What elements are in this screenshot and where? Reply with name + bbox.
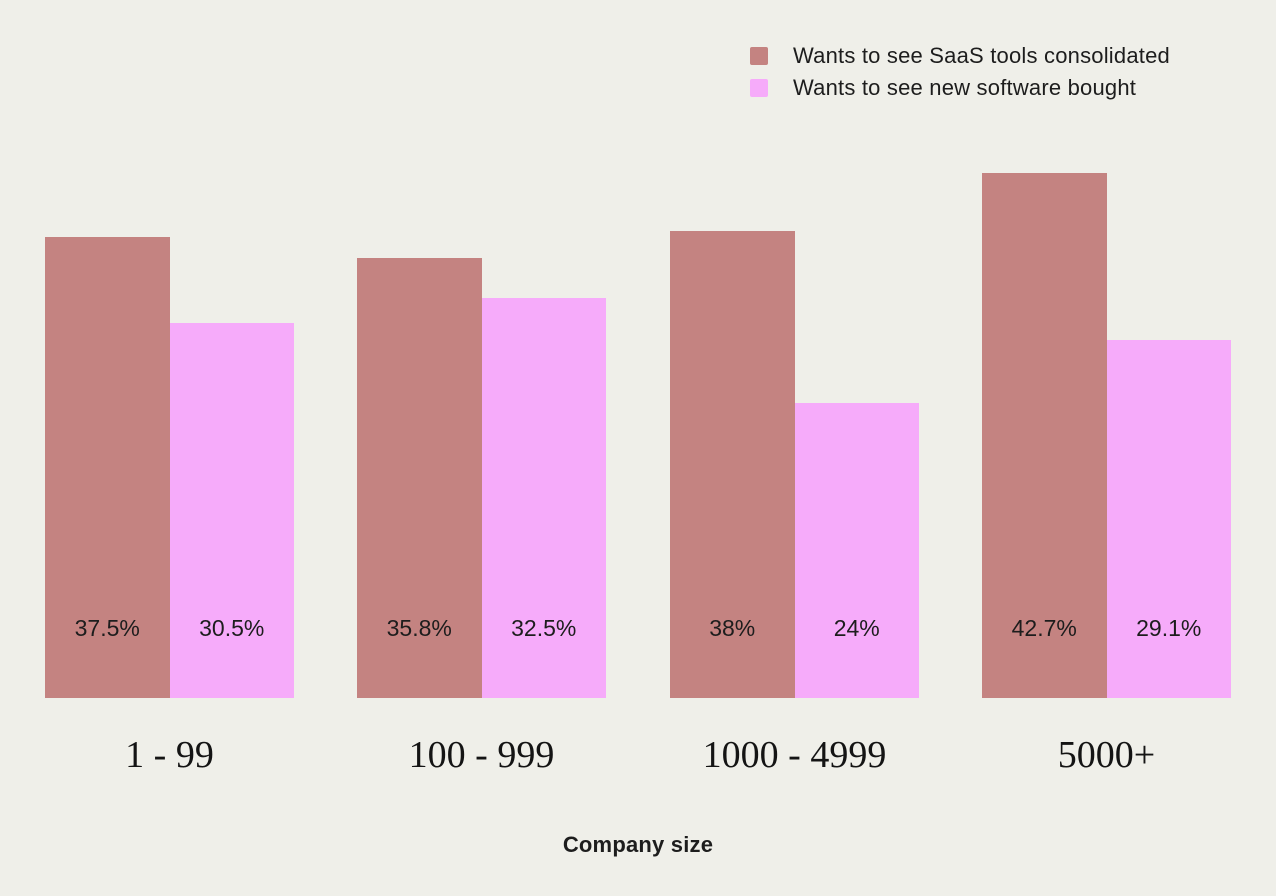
bar-value-label: 38% (709, 615, 756, 641)
bar-new-software: 24% (794, 403, 919, 698)
bar-consolidated: 35.8% (357, 258, 482, 698)
legend-label-new-software: Wants to see new software bought (793, 75, 1137, 100)
category-label: 100 - 999 (408, 734, 555, 776)
bar-value-label: 24% (833, 615, 880, 641)
bar-value-label: 42.7% (1011, 615, 1077, 641)
legend-label-consolidated: Wants to see SaaS tools consolidated (793, 43, 1170, 68)
bar-new-software: 29.1% (1106, 340, 1231, 698)
bar-consolidated: 38% (670, 231, 795, 698)
category-label: 1000 - 4999 (702, 734, 887, 776)
legend-swatch-new-software-icon (750, 79, 768, 97)
category-label: 1 - 99 (125, 734, 214, 776)
bar-new-software: 32.5% (481, 298, 606, 698)
legend-item-new-software: Wants to see new software bought (750, 72, 1170, 104)
bar-value-label: 35.8% (386, 615, 452, 641)
bar-consolidated: 37.5% (45, 237, 170, 698)
bar-consolidated: 42.7% (982, 173, 1107, 698)
bar-value-label: 29.1% (1136, 615, 1202, 641)
legend-swatch-consolidated-icon (750, 47, 768, 65)
bar-value-label: 32.5% (511, 615, 577, 641)
legend: Wants to see SaaS tools consolidated Wan… (750, 40, 1170, 104)
legend-item-consolidated: Wants to see SaaS tools consolidated (750, 40, 1170, 72)
category-label: 5000+ (1057, 734, 1156, 776)
x-axis-title: Company size (562, 832, 714, 857)
bar-new-software: 30.5% (169, 323, 294, 698)
bar-value-label: 30.5% (199, 615, 265, 641)
bar-value-label: 37.5% (74, 615, 140, 641)
